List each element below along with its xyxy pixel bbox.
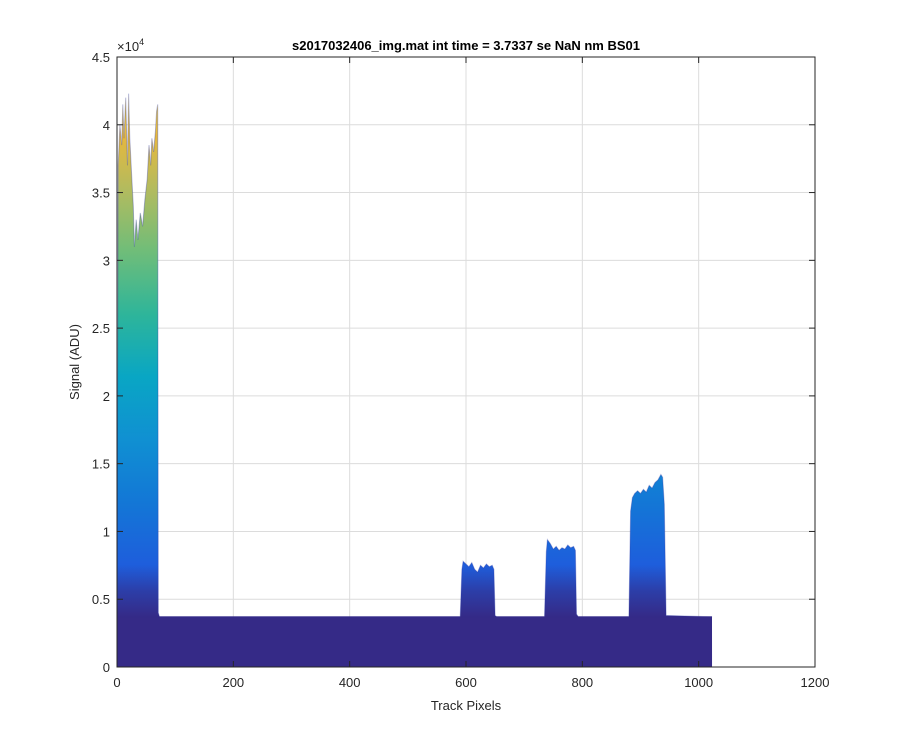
y-tick-label: 2 (103, 389, 110, 404)
x-tick-label: 800 (571, 675, 593, 690)
x-tick-label: 600 (455, 675, 477, 690)
y-tick-label: 4.5 (92, 50, 110, 65)
x-tick-label: 0 (113, 675, 120, 690)
chart-title: s2017032406_img.mat int time = 3.7337 se… (292, 38, 640, 53)
y-tick-label: 0.5 (92, 592, 110, 607)
x-tick-label: 200 (222, 675, 244, 690)
y-tick-label: 3.5 (92, 186, 110, 201)
y-tick-label: 1 (103, 524, 110, 539)
series-0-area (117, 93, 713, 668)
y-exponent-label: ×104 (117, 37, 144, 54)
tick-labels: 0 200 400 600 800 1000 1200 0 0.5 1 1.5 2 2.5 3 3.5 4 4.… (92, 50, 830, 690)
y-tick-label: 3 (103, 253, 110, 268)
series-0-line (116, 93, 713, 618)
y-tick-label: 0 (103, 660, 110, 675)
y-tick-label: 4 (103, 118, 110, 133)
x-tick-label: 400 (339, 675, 361, 690)
series-layer (116, 93, 713, 668)
y-tick-label: 1.5 (92, 457, 110, 472)
y-axis-label: Signal (ADU) (67, 324, 82, 400)
x-tick-label: 1000 (684, 675, 713, 690)
x-tick-label: 1200 (801, 675, 830, 690)
axes (116, 56, 816, 668)
x-axis-label: Track Pixels (431, 698, 502, 713)
y-tick-label: 2.5 (92, 321, 110, 336)
